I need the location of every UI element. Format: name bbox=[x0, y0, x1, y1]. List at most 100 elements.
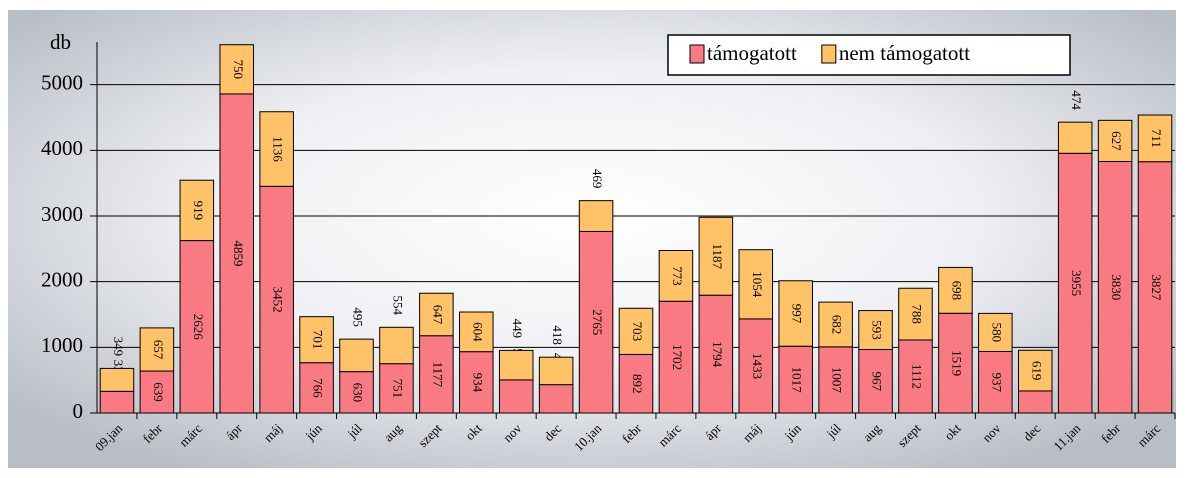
value-label: 1007 bbox=[830, 367, 845, 394]
value-label: 657 bbox=[151, 340, 166, 360]
legend-swatch bbox=[821, 44, 837, 64]
value-label: 1136 bbox=[271, 136, 286, 162]
value-label: 554 bbox=[390, 296, 405, 316]
value-label: 711 bbox=[1149, 129, 1164, 148]
value-label: 1017 bbox=[790, 367, 805, 394]
value-label: 627 bbox=[1109, 131, 1124, 151]
value-label: 3955 bbox=[1069, 270, 1084, 296]
bar-segment bbox=[139, 327, 175, 372]
bar-segment bbox=[1097, 161, 1133, 414]
bar-segment bbox=[339, 338, 374, 373]
bar-segment bbox=[299, 362, 334, 414]
bar-segment bbox=[419, 335, 454, 414]
y-tick-label: 0 bbox=[73, 399, 84, 423]
value-label: 773 bbox=[670, 266, 685, 286]
value-label: 682 bbox=[830, 315, 845, 335]
bar-segment bbox=[938, 312, 973, 414]
value-label: 3452 bbox=[271, 287, 286, 313]
value-label: 1112 bbox=[909, 364, 924, 389]
value-label: 751 bbox=[390, 379, 405, 399]
bar-segment bbox=[179, 240, 215, 414]
bar-segment bbox=[379, 326, 414, 365]
bar-segment bbox=[538, 356, 574, 386]
bar-segment bbox=[578, 200, 614, 232]
legend-swatch bbox=[689, 44, 705, 64]
bar-segment bbox=[1137, 161, 1173, 414]
value-label: 1702 bbox=[670, 344, 685, 370]
legend-label: támogatott bbox=[707, 41, 797, 65]
value-label: 997 bbox=[790, 304, 805, 324]
bar-segment bbox=[379, 363, 414, 414]
value-label: 3827 bbox=[1149, 274, 1164, 301]
bar-segment bbox=[578, 230, 614, 414]
value-label: 1177 bbox=[430, 362, 445, 388]
y-tick-label: 5000 bbox=[41, 70, 83, 94]
value-label: 934 bbox=[470, 373, 485, 393]
bar-segment bbox=[978, 350, 1013, 414]
bar-segment bbox=[778, 280, 813, 347]
value-label: 4859 bbox=[231, 240, 246, 266]
value-label: 495 bbox=[351, 307, 366, 327]
value-label: 698 bbox=[949, 281, 964, 301]
bar-segment bbox=[658, 300, 694, 414]
bar-segment bbox=[259, 185, 294, 414]
value-label: 703 bbox=[630, 322, 645, 342]
legend-label: nem támogatott bbox=[839, 41, 970, 65]
bar-segment bbox=[698, 294, 734, 414]
bar-segment bbox=[738, 249, 774, 320]
value-label: 619 bbox=[1029, 361, 1044, 381]
value-label: 1519 bbox=[949, 350, 964, 376]
bar-segment bbox=[459, 311, 494, 353]
value-label: 937 bbox=[989, 372, 1004, 392]
value-label: 3830 bbox=[1109, 274, 1124, 300]
value-label: 647 bbox=[430, 305, 445, 325]
bar-segment bbox=[498, 379, 534, 414]
bar-segment bbox=[219, 44, 255, 95]
bar-segment bbox=[139, 370, 175, 414]
value-label: 766 bbox=[311, 378, 326, 398]
bar-segment bbox=[99, 367, 135, 392]
bar-segment bbox=[658, 249, 694, 302]
bar-segment bbox=[99, 390, 135, 414]
value-label: 919 bbox=[191, 201, 206, 221]
bar-segment bbox=[219, 93, 255, 414]
y-tick-label: 4000 bbox=[41, 136, 83, 160]
bar-segment bbox=[498, 349, 534, 381]
bar-segment bbox=[1017, 349, 1053, 392]
value-label: 349 bbox=[111, 337, 126, 357]
bar-segment bbox=[698, 216, 734, 296]
bar-segment bbox=[1057, 121, 1093, 154]
bar-segment bbox=[898, 287, 933, 341]
bar-segment bbox=[818, 346, 853, 414]
value-label: 892 bbox=[630, 374, 645, 394]
y-tick-label: 1000 bbox=[41, 333, 83, 357]
bar-segment bbox=[179, 179, 215, 242]
value-label: 449 bbox=[510, 319, 525, 339]
bar-segment bbox=[1017, 390, 1053, 414]
bar-segment bbox=[538, 384, 574, 414]
value-label: 701 bbox=[311, 330, 326, 350]
bar-segment bbox=[1137, 114, 1173, 163]
bar-segment bbox=[978, 312, 1013, 352]
bar-segment bbox=[259, 111, 294, 187]
value-label: 1794 bbox=[710, 341, 725, 368]
bar-segment bbox=[818, 301, 853, 348]
value-label: 1054 bbox=[750, 271, 765, 298]
value-label: 474 bbox=[1069, 90, 1084, 110]
value-label: 639 bbox=[151, 382, 166, 402]
bar-segment bbox=[738, 318, 774, 414]
bar-segment bbox=[938, 266, 973, 314]
bar-segment bbox=[618, 307, 654, 355]
value-label: 967 bbox=[870, 372, 885, 392]
value-label: 469 bbox=[590, 169, 605, 189]
value-label: 1187 bbox=[710, 243, 725, 269]
value-label: 2765 bbox=[590, 309, 605, 335]
bar-segment bbox=[1057, 152, 1093, 414]
bar-segment bbox=[858, 310, 893, 351]
value-label: 593 bbox=[870, 320, 885, 340]
value-label: 1433 bbox=[750, 353, 765, 379]
value-label: 418 bbox=[550, 325, 565, 345]
legend: támogatott nem támogatott bbox=[667, 34, 1071, 76]
bar-segment bbox=[419, 292, 454, 337]
